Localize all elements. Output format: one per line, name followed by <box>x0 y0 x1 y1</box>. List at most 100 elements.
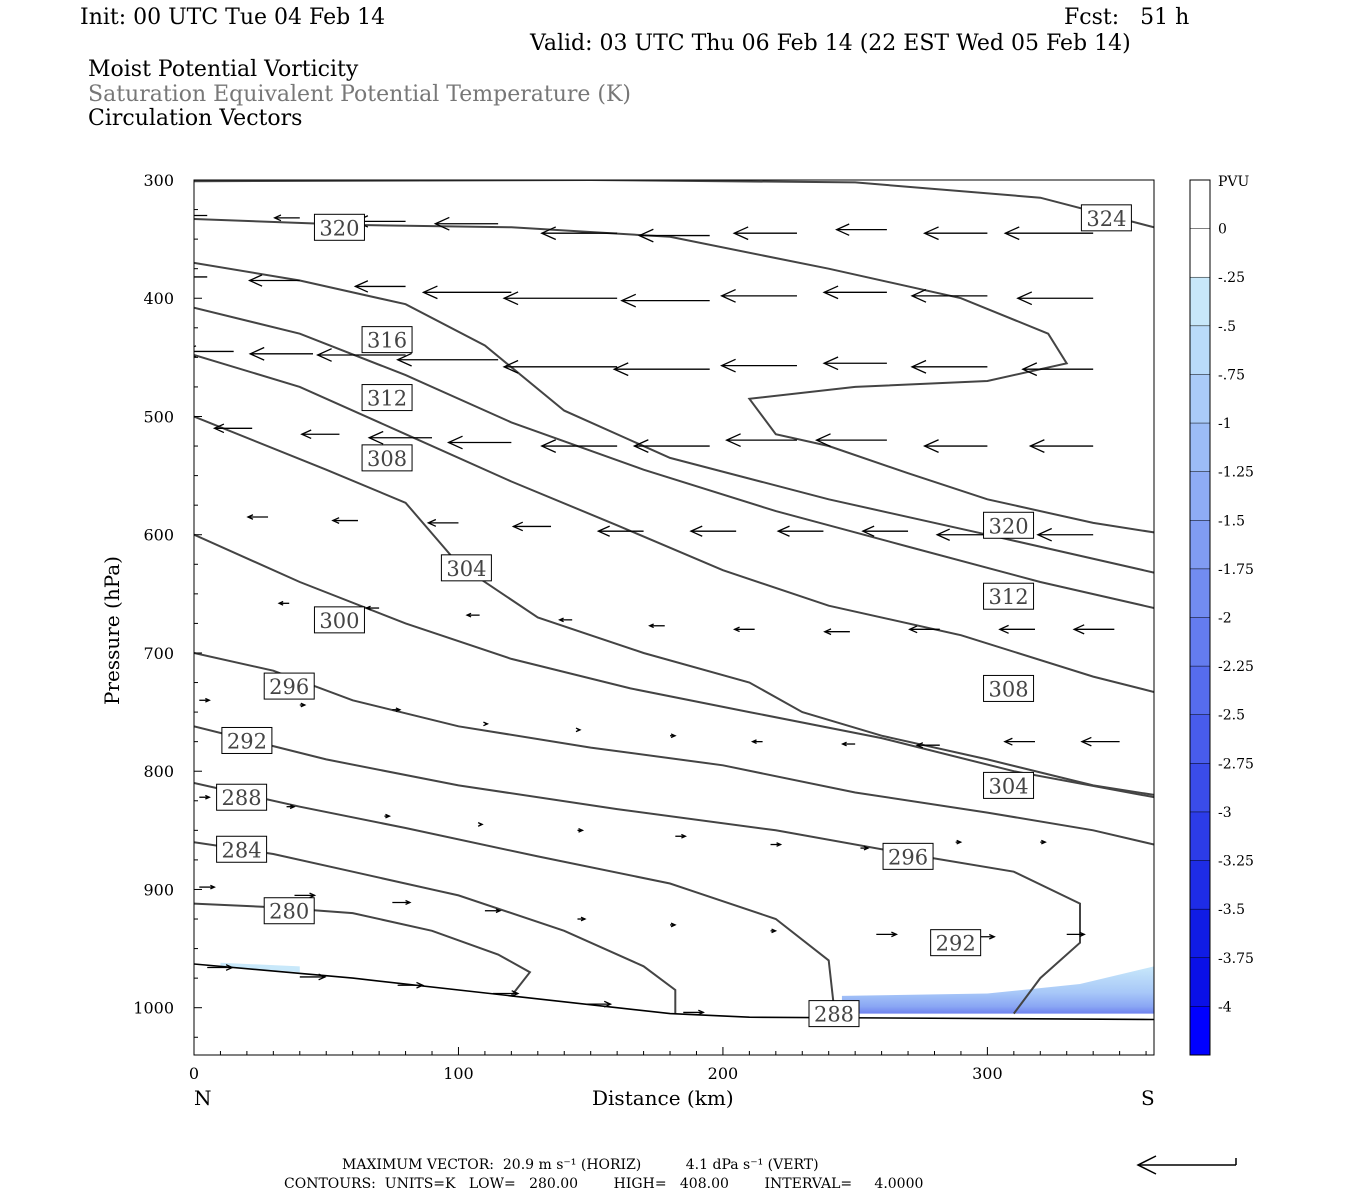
circulation-vector <box>484 908 502 914</box>
x-tick-label: 300 <box>972 1064 1003 1083</box>
circulation-vector <box>915 742 940 749</box>
circulation-vector <box>822 356 887 371</box>
colorbar-segment <box>1190 860 1210 910</box>
colorbar-units: PVU <box>1218 174 1250 190</box>
x-axis-end-north: N <box>194 1086 212 1110</box>
contour-label: 296 <box>263 672 315 700</box>
circulation-vector <box>841 741 856 747</box>
svg-text:288: 288 <box>222 786 262 810</box>
circulation-vector <box>1080 736 1120 747</box>
colorbar-label: -.25 <box>1218 270 1245 286</box>
pv-shading-left <box>220 962 300 973</box>
circulation-vector <box>199 697 211 703</box>
svg-text:304: 304 <box>988 774 1028 798</box>
x-tick-label: 0 <box>189 1064 199 1083</box>
circulation-vector <box>648 623 665 629</box>
colorbar-label: -2.25 <box>1218 659 1254 675</box>
colorbar-label: -1.75 <box>1218 562 1254 578</box>
circulation-vector <box>1066 931 1086 937</box>
y-tick-label: 300 <box>143 171 174 190</box>
circulation-vector <box>331 517 358 524</box>
contour-label: 324 <box>1080 204 1132 232</box>
circulation-vector <box>861 525 909 537</box>
circulation-vector <box>910 288 988 303</box>
colorbar-label: -3.75 <box>1218 951 1254 967</box>
colorbar-segment <box>1190 957 1210 1007</box>
max-vector-info: MAXIMUM VECTOR: 20.9 m s⁻¹ (HORIZ) 4.1 d… <box>342 1157 819 1173</box>
colorbar-segment <box>1190 277 1210 327</box>
circulation-vector <box>670 922 677 928</box>
colorbar-label: -1.5 <box>1218 513 1245 529</box>
colorbar-label: -3 <box>1218 805 1232 821</box>
circulation-vector <box>908 625 940 634</box>
circulation-vector <box>299 973 327 981</box>
colorbar-label: -2.5 <box>1218 708 1245 724</box>
circulation-vector <box>770 842 783 847</box>
colorbar-segment <box>1190 325 1210 375</box>
field-title-pv: Moist Potential Vorticity <box>88 57 359 82</box>
colorbar-label: 0 <box>1218 222 1227 238</box>
circulation-vector <box>299 702 307 708</box>
field-title-theta: Saturation Equivalent Potential Temperat… <box>88 82 631 107</box>
circulation-vector <box>540 439 618 453</box>
circulation-vector <box>433 216 499 231</box>
contour-300 <box>194 533 1154 799</box>
circulation-vector <box>483 721 490 727</box>
max-vector-reference-arrow <box>1136 1155 1237 1175</box>
circulation-vector <box>620 293 710 308</box>
colorbar-label: -2 <box>1218 611 1232 627</box>
circulation-vector <box>194 276 208 278</box>
contour-288 <box>194 782 835 1008</box>
circulation-vector <box>577 827 585 833</box>
circulation-vector <box>732 226 797 241</box>
circulation-vector <box>770 928 778 934</box>
circulation-vector <box>577 916 587 922</box>
circulation-vector <box>835 223 887 236</box>
svg-text:296: 296 <box>888 845 928 869</box>
circulation-vector <box>465 612 480 618</box>
colorbar-segment <box>1190 374 1210 424</box>
circulation-vector <box>300 429 340 440</box>
circulation-vector <box>364 605 380 611</box>
contour-292 <box>194 725 1081 1015</box>
contour-label: 300 <box>313 606 365 634</box>
colorbar-label: -1.25 <box>1218 465 1254 481</box>
contour-label: 296 <box>882 842 934 870</box>
contour-info: CONTOURS: UNITS=K LOW= 280.00 HIGH= 408.… <box>284 1176 924 1192</box>
svg-text:320: 320 <box>988 514 1028 538</box>
contour-label: 320 <box>313 213 365 241</box>
circulation-vector <box>675 833 687 839</box>
svg-text:308: 308 <box>988 677 1028 701</box>
contour-label: 312 <box>361 384 413 412</box>
circulation-vector <box>353 280 406 293</box>
svg-text:292: 292 <box>936 932 976 956</box>
circulation-vector <box>247 274 300 287</box>
circulation-vector <box>776 525 824 537</box>
contour-304 <box>194 415 1154 796</box>
svg-text:288: 288 <box>814 1003 854 1027</box>
circulation-vector <box>199 794 211 800</box>
x-axis-end-south: S <box>1141 1086 1155 1110</box>
circulation-vector <box>316 348 406 362</box>
circulation-vector <box>1072 624 1115 635</box>
circulation-vector <box>511 521 552 532</box>
valid-time: Valid: 03 UTC Thu 06 Feb 14 (22 EST Wed … <box>530 31 1131 56</box>
svg-text:316: 316 <box>367 329 407 353</box>
y-tick-label: 400 <box>143 289 174 308</box>
circulation-vector <box>492 990 520 997</box>
circulation-vector <box>910 359 988 374</box>
circulation-vector <box>720 358 797 373</box>
circulation-vector <box>955 839 963 845</box>
svg-text:280: 280 <box>269 900 309 924</box>
y-tick-label: 800 <box>143 762 174 781</box>
field-title-vectors: Circulation Vectors <box>88 106 303 131</box>
contour-label: 308 <box>361 444 413 472</box>
init-time: Init: 00 UTC Tue 04 Feb 14 <box>80 5 386 30</box>
circulation-vector <box>446 435 512 450</box>
pv-shading-right <box>841 966 1154 1014</box>
circulation-vector <box>194 214 208 217</box>
circulation-vector <box>670 733 677 739</box>
svg-text:320: 320 <box>319 216 359 240</box>
contour-label: 288 <box>808 1000 860 1028</box>
